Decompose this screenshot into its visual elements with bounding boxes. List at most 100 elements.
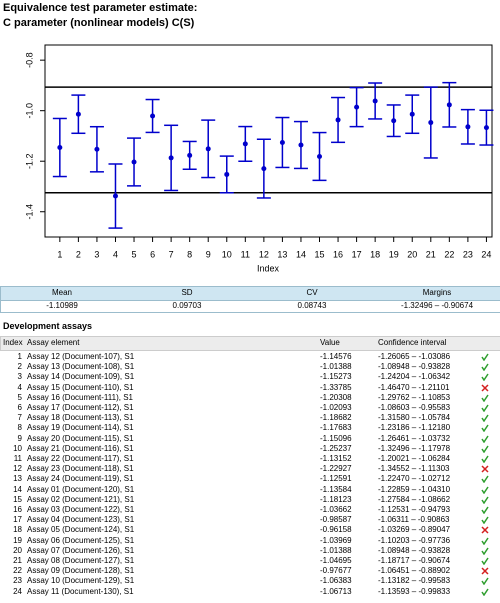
assay-cell: 17 [13,515,22,525]
pass-icon [481,424,489,433]
assay-cell: 24 [13,586,22,596]
assay-cell: 9 [17,433,22,443]
assay-cell: -1.27584 – -1.08662 [378,494,451,504]
pass-icon [481,506,489,514]
x-tick-label: 4 [113,249,118,259]
point [317,153,323,159]
point [446,102,452,108]
icon-path [481,588,489,596]
assay-cell: Assay 01 (Document-120), S1 [27,484,135,494]
icon-path [481,435,489,443]
assay-cell: -1.22470 – -1.02712 [378,474,451,484]
assay-cell: -0.97677 [320,566,352,576]
pass-icon [481,577,489,586]
point [354,104,360,110]
icon-path [481,557,489,565]
subtitle: C parameter (nonlinear models) C(S) [3,17,195,29]
point [279,139,285,145]
assay-cell: -1.34552 – -1.11303 [378,464,450,474]
assay-cell: Assay 20 (Document-115), S1 [27,433,134,443]
assay-cell: 21 [13,556,22,565]
pass-icon [481,455,489,463]
assay-cell: -0.96158 [320,525,352,535]
icon-path [481,537,489,545]
assay-cell: 2 [17,362,22,372]
point [465,124,471,130]
summary-value: 0.08743 [297,301,327,310]
assay-cell: 13 [13,474,22,484]
assay-cell: 20 [13,545,22,555]
icon-path [481,516,489,525]
pass-icon [481,537,489,545]
x-tick-label: 1 [57,249,62,259]
point [428,120,434,126]
icon-path [481,363,489,372]
y-tick-label: -1.0 [24,103,34,119]
assay-cell: -1.24204 – -1.06342 [378,372,451,382]
assay-cell: -1.08948 – -0.93828 [378,545,451,555]
assay-cell: -1.17683 [320,423,352,433]
assay-cell: -1.33785 [320,382,352,392]
point [483,125,489,131]
assay-cell: -1.20308 [320,392,352,402]
assay-cell: 12 [13,464,22,474]
assay-cell: -1.02093 [320,403,352,412]
pass-icon [481,394,489,402]
assay-cell: -1.15096 [320,433,352,443]
assay-cell: -1.08948 – -0.93828 [378,362,451,372]
fail-icon [481,384,489,392]
title: Equivalence test parameter estimate: [3,2,197,14]
pass-icon [481,547,489,555]
point [391,118,397,124]
x-tick-label: 9 [206,249,211,259]
assay-cell: 4 [17,382,22,392]
y-tick-label: -0.8 [24,52,34,68]
summary-row-bg [0,300,500,313]
chart: Equivalence test parameter estimate: C p… [3,2,494,273]
assay-cell: Assay 09 (Document-128), S1 [27,566,135,576]
assay-header: Confidence interval [378,338,447,347]
x-tick-label: 3 [94,249,99,259]
assay-cell: 14 [13,484,22,494]
assay-cell: Assay 02 (Document-121), S1 [27,494,135,504]
assay-cell: Assay 19 (Document-114), S1 [27,423,134,433]
point [75,111,81,117]
icon-path [481,506,489,514]
pass-icon [481,353,489,361]
assay-cell: -1.31580 – -1.05784 [378,413,451,423]
pass-icon [481,475,489,484]
assay-cell: -1.01388 [320,545,352,555]
assay-cell: -1.03662 [320,505,352,514]
assay-cell: -1.08603 – -0.95583 [378,403,451,412]
assay-cell: 11 [13,454,22,463]
assay-cell: -1.26461 – -1.03732 [378,433,451,443]
assay-cell: 5 [17,392,22,402]
pass-icon [481,588,489,596]
x-tick-label: 10 [222,249,232,259]
assay-cell: Assay 22 (Document-117), S1 [27,454,134,463]
point [94,146,100,152]
summary-header-bg [0,286,500,301]
pass-icon [481,435,489,443]
fail-icon [481,567,489,575]
x-tick-label: 14 [296,249,306,259]
assay-cell: -1.06383 [320,576,352,586]
assay-header: Assay element [27,338,80,347]
assay-cell: -1.32496 – -1.17978 [378,443,451,453]
assay-cell: Assay 17 (Document-112), S1 [27,403,134,412]
icon-path [481,353,489,361]
point [242,141,248,147]
assay-cell: -1.23186 – -1.12180 [378,423,451,433]
plot-box [44,44,493,238]
point [205,146,211,152]
assay-cell: -1.12531 – -0.94793 [378,505,451,514]
assay-cell: 15 [13,494,22,504]
assay-cell: Assay 23 (Document-118), S1 [27,464,134,474]
assay-cell: -1.25237 [320,443,352,453]
assay-cell: -1.46470 – -1.21101 [378,382,450,392]
icon-path [481,486,489,494]
assay-cell: Assay 13 (Document-108), S1 [27,362,135,372]
pass-icon [481,557,489,565]
assay-cell: Assay 16 (Document-111), S1 [27,392,133,402]
x-axis-label: Index [257,263,280,273]
